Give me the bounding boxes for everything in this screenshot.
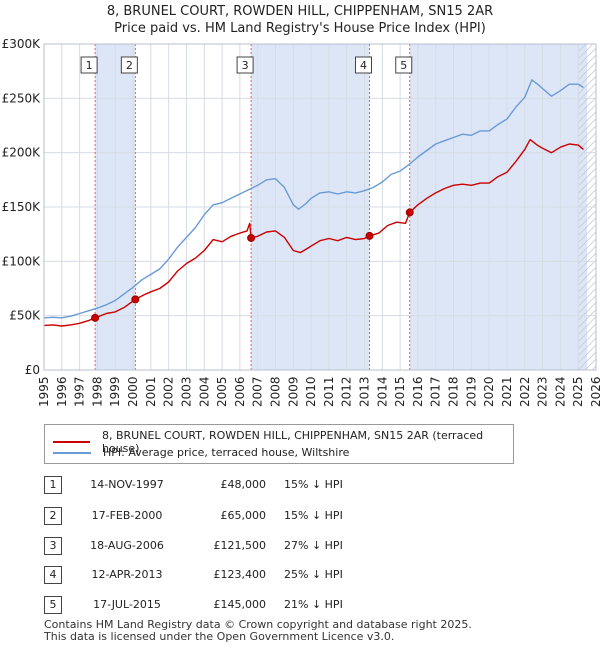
x-tick-label: 2001	[144, 376, 158, 407]
chart-subtitle: Price paid vs. HM Land Registry's House …	[114, 21, 486, 36]
axes: £0 £50K £100K £150K £200K £250K £300K 1995 1996 1…	[2, 37, 600, 407]
footer: Contains HM Land Registry data © Crown c…	[44, 619, 584, 643]
x-tick-label: 2024	[553, 376, 567, 407]
x-tick-label: 2004	[197, 376, 211, 407]
plot-frame	[43, 43, 597, 371]
y-tick-label: £300K	[2, 37, 42, 51]
sale-markers: 1 2 3 4 5	[80, 56, 414, 322]
legend-item-hpi: HPI: Average price, terraced house, Wilt…	[53, 446, 349, 459]
chart-title: 8, BRUNEL COURT, ROWDEN HILL, CHIPPENHAM…	[107, 4, 493, 19]
x-tick-label: 2002	[162, 376, 176, 407]
x-tick-label: 2011	[322, 376, 336, 407]
sale-point	[91, 313, 100, 322]
sale-price: £65,000	[220, 509, 267, 522]
sale-point	[131, 295, 140, 304]
x-tick-label: 1997	[73, 376, 87, 407]
sale-number-badge: 4	[44, 566, 62, 584]
x-tick-label: 2020	[482, 376, 496, 407]
legend-item-property: 8, BRUNEL COURT, ROWDEN HILL, CHIPPENHAM…	[53, 429, 513, 455]
sale-number-badge: 2	[44, 507, 62, 525]
marker-box-number: 2	[126, 59, 133, 72]
x-tick-label: 2017	[429, 376, 443, 407]
marker-box-frame	[120, 56, 138, 74]
sale-price: £121,500	[213, 539, 267, 552]
marker-box-number: 1	[86, 59, 93, 72]
x-tick-label: 2025	[571, 376, 585, 407]
sale-marker-box: 5	[395, 56, 413, 74]
x-tick-label: 1998	[90, 376, 104, 407]
sale-point	[247, 233, 256, 242]
x-tick-label: 2026	[589, 376, 600, 407]
x-tick-label: 2012	[340, 376, 354, 407]
marker-box-number: 5	[400, 59, 407, 72]
y-tick-label: £200K	[2, 146, 42, 160]
x-tick-label: 2010	[304, 376, 318, 407]
y-tick-label: £100K	[2, 254, 42, 268]
legend: 8, BRUNEL COURT, ROWDEN HILL, CHIPPENHAM…	[44, 424, 514, 464]
legend-label-hpi: HPI: Average price, terraced house, Wilt…	[103, 446, 350, 459]
y-tick-label: £50K	[9, 309, 41, 323]
x-tick-label: 2005	[215, 376, 229, 407]
sale-marker-box: 4	[355, 56, 373, 74]
price-chart: 8, BRUNEL COURT, ROWDEN HILL, CHIPPENHAM…	[2, 4, 600, 407]
footer-licence: This data is licensed under the Open Gov…	[44, 630, 395, 643]
x-tick-label: 2022	[518, 376, 532, 407]
plot-area	[44, 44, 596, 370]
x-tick-label: 2008	[268, 376, 282, 407]
sale-hpi-diff: 27% ↓ HPI	[284, 539, 343, 552]
sale-marker-box: 2	[120, 56, 138, 74]
sale-date: 18-AUG-2006	[90, 539, 164, 552]
x-tick-label: 2021	[500, 376, 514, 407]
x-tick-label: 1996	[55, 376, 69, 407]
x-tick-label: 2015	[393, 376, 407, 407]
sale-marker-box: 1	[80, 56, 98, 74]
sale-number-badge: 3	[44, 537, 62, 555]
x-tick-label: 2000	[126, 376, 140, 407]
x-tick-label: 2006	[233, 376, 247, 407]
x-tick-label: 2018	[447, 376, 461, 407]
sale-number-badge: 5	[44, 596, 62, 614]
x-tick-label: 1995	[37, 376, 51, 407]
sale-marker-box: 3	[236, 56, 254, 74]
sale-hpi-diff: 21% ↓ HPI	[284, 598, 343, 611]
x-tick-label: 2014	[375, 376, 389, 407]
sale-date: 12-APR-2013	[91, 568, 163, 581]
x-tick-label: 1999	[108, 376, 122, 407]
x-tick-label: 2003	[179, 376, 193, 407]
marker-box-frame	[236, 56, 254, 74]
sale-price: £145,000	[213, 598, 267, 611]
marker-box-number: 3	[242, 59, 249, 72]
marker-box-frame	[355, 56, 373, 74]
legend-label-property: 8, BRUNEL COURT, ROWDEN HILL, CHIPPENHAM…	[102, 429, 484, 455]
marker-box-number: 4	[360, 59, 367, 72]
hpi-series-line	[44, 79, 584, 319]
marker-box-frame	[395, 56, 413, 74]
property-series-line	[44, 138, 584, 327]
sale-date: 17-FEB-2000	[91, 509, 163, 522]
x-tick-label: 2016	[411, 376, 425, 407]
sale-hpi-diff: 25% ↓ HPI	[284, 568, 343, 581]
sale-price: £48,000	[220, 478, 267, 491]
sale-number-badge: 1	[44, 476, 62, 494]
legend-swatch-property	[53, 441, 90, 443]
sale-hpi-diff: 15% ↓ HPI	[284, 478, 343, 491]
x-tick-label: 2013	[358, 376, 372, 407]
y-tick-label: £150K	[2, 200, 42, 214]
sale-hpi-diff: 15% ↓ HPI	[284, 509, 343, 522]
sale-date: 17-JUL-2015	[93, 598, 161, 611]
x-tick-label: 2019	[464, 376, 478, 407]
sale-point	[405, 208, 414, 217]
y-tick-label: £0	[25, 363, 40, 377]
x-tick-label: 2007	[251, 376, 265, 407]
sale-price: £123,400	[213, 568, 267, 581]
marker-box-frame	[80, 56, 98, 74]
sale-point	[365, 231, 374, 240]
sale-date: 14-NOV-1997	[90, 478, 164, 491]
y-tick-label: £250K	[2, 91, 42, 105]
x-tick-label: 2009	[286, 376, 300, 407]
footer-copyright: Contains HM Land Registry data © Crown c…	[44, 618, 472, 631]
x-tick-label: 2023	[536, 376, 550, 407]
legend-swatch-hpi	[53, 451, 91, 454]
